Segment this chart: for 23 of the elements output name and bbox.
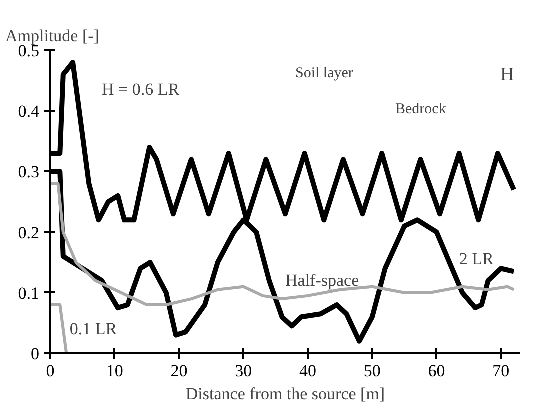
x-tick-label: 70 [492,362,510,380]
x-tick-label: 50 [364,362,381,380]
x-tick-label: 0 [46,362,55,380]
annotation: Bedrock [396,102,447,118]
x-tick-label: 10 [106,362,124,380]
x-tick-label: 30 [235,362,252,380]
y-axis-title: Amplitude [-] [6,26,100,46]
x-tick-label: 60 [428,362,446,380]
y-tick-label: 0 [31,344,40,364]
series-label: Half-space [286,270,360,290]
annotation: H [500,64,514,86]
y-tick-label: 0.1 [18,284,40,303]
series-label: H = 0.6 LR [102,80,180,99]
y-tick-label: 0.2 [18,223,40,242]
x-tick-label: 20 [170,362,188,380]
x-tick-label: 40 [300,362,317,380]
annotation: Soil layer [296,66,354,82]
y-tick-label: 0.4 [18,102,40,122]
x-axis-title: Distance from the source [m] [186,384,386,404]
series-label: 2 LR [459,250,494,269]
series-label: 0.1 LR [70,319,118,338]
line-series [50,182,516,307]
y-tick-label: 0.3 [18,162,40,182]
